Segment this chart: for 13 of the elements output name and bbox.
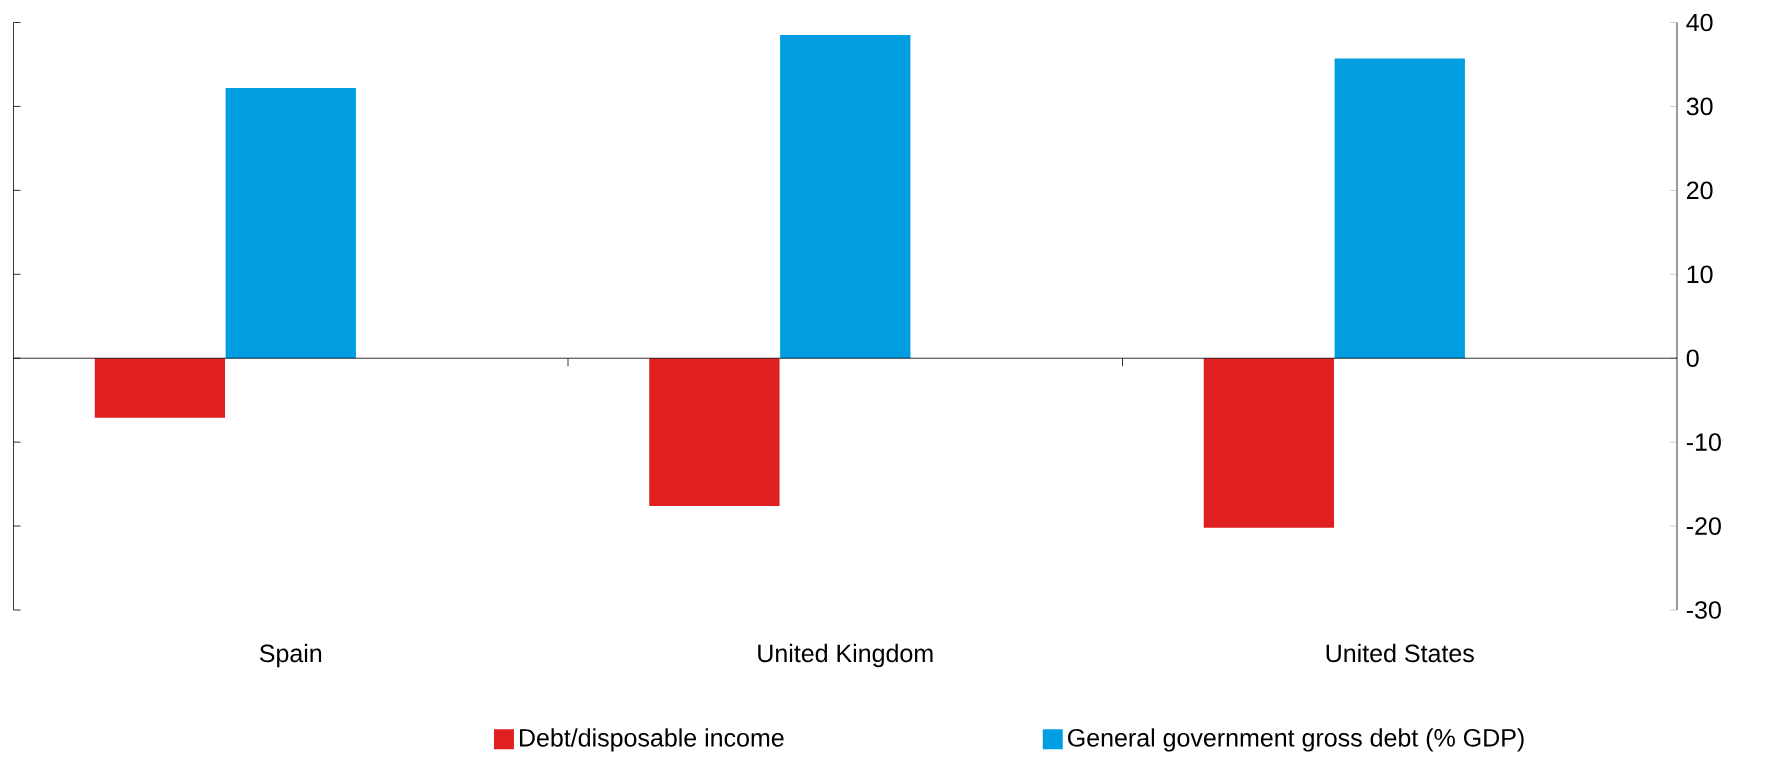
y-tick-label: -20	[1686, 517, 1721, 535]
y-tick-label: 30	[1686, 97, 1713, 116]
x-tick-label: United States	[1326, 643, 1474, 663]
y-tick-label: -30	[1686, 601, 1721, 619]
y-tick-label: 10	[1687, 265, 1713, 284]
y-tick-label: 0	[1686, 349, 1699, 368]
y-tick-label: 20	[1687, 181, 1713, 200]
y-tick-label: -10	[1686, 433, 1721, 452]
legend-label: Debt/disposable income	[519, 728, 784, 752]
y-tick-label: 40	[1686, 13, 1713, 32]
x-tick-label: Spain	[259, 643, 322, 668]
legend-label: General government gross debt (% GDP)	[1068, 728, 1524, 752]
x-tick-label: United Kingdom	[758, 643, 933, 668]
